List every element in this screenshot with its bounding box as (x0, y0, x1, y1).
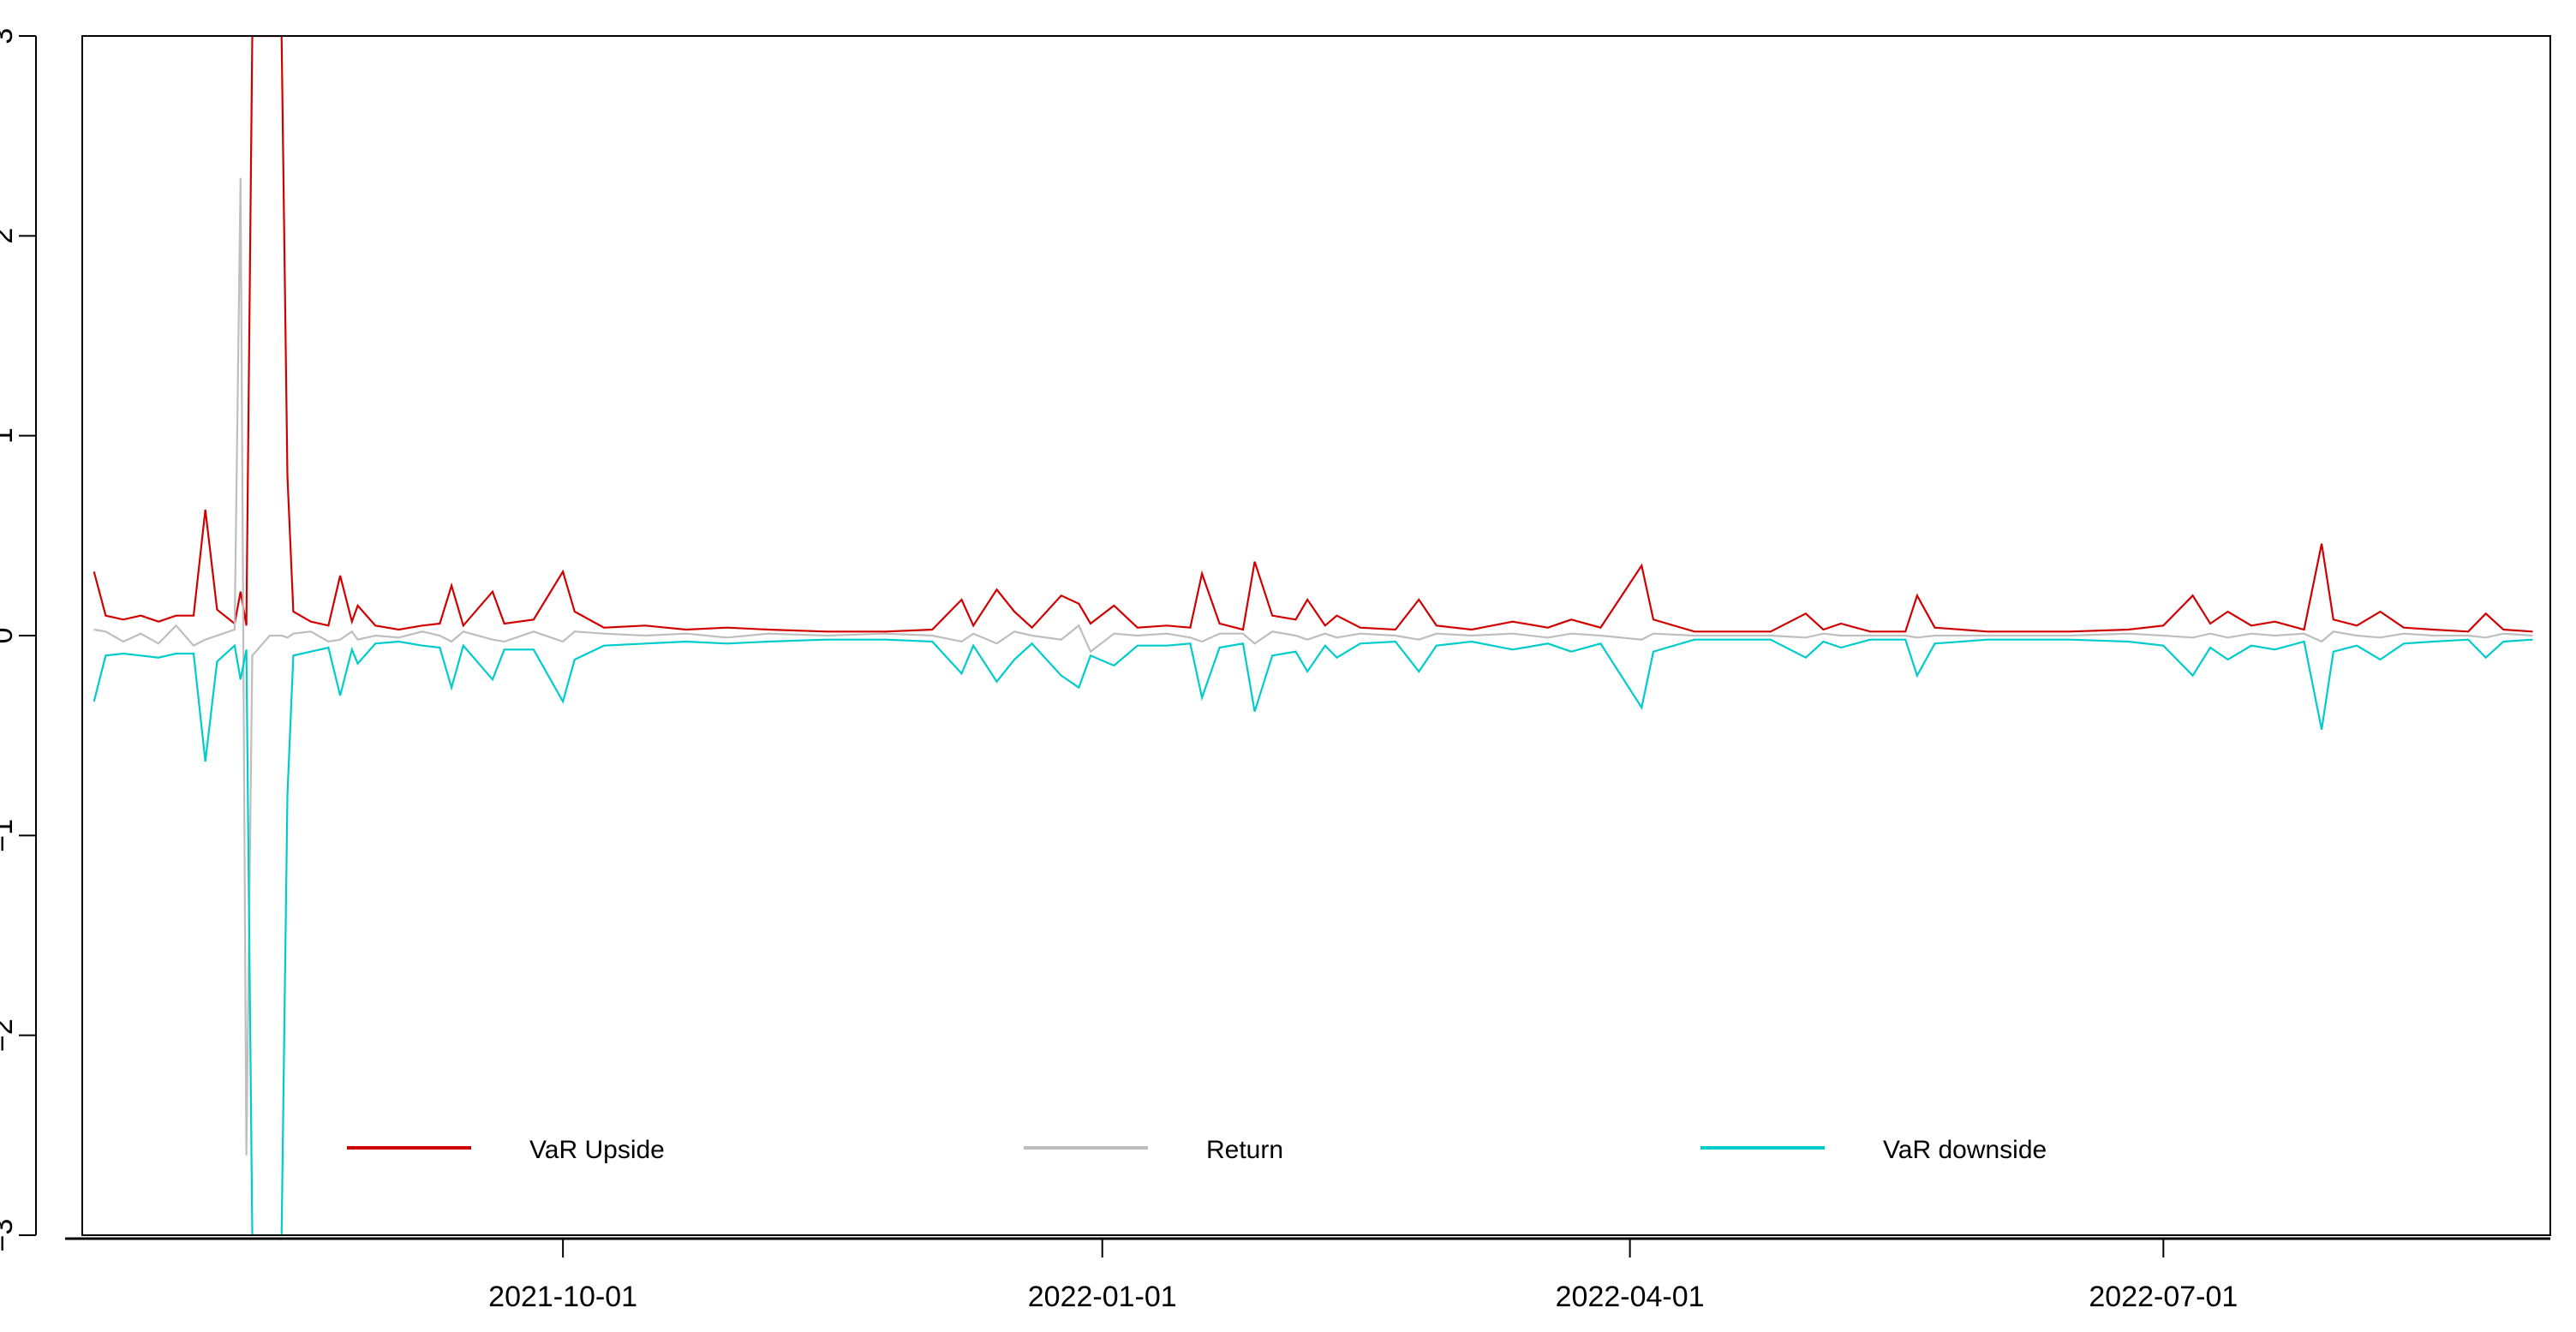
y-tick-label: 1 (0, 427, 19, 444)
y-tick-label: −3 (0, 1219, 19, 1252)
y-tick-label: 0 (0, 628, 19, 644)
y-tick-label: −1 (0, 819, 19, 852)
legend-label: VaR Upside (529, 1136, 665, 1164)
x-tick-label: 2021-10-01 (488, 1281, 637, 1313)
series-line-var-downside (93, 638, 2533, 1235)
series-line-var-upside (93, 36, 2533, 633)
y-tick-label: −2 (0, 1018, 19, 1052)
x-tick-label: 2022-07-01 (2089, 1281, 2238, 1313)
x-tick-label: 2022-01-01 (1028, 1281, 1177, 1313)
legend: VaR Upside Return VaR downside (347, 1136, 2047, 1164)
plot-frame (81, 35, 2551, 1236)
y-tick-label: 3 (0, 28, 19, 45)
legend-label: Return (1206, 1136, 1283, 1164)
y-axis: −3 −2 −1 0 1 2 3 (0, 28, 37, 1252)
series-lines (93, 36, 2533, 1235)
legend-label: VaR downside (1883, 1136, 2047, 1164)
y-tick-label: 2 (0, 228, 19, 244)
x-axis: 2021-10-01 2022-01-01 2022-04-01 2022-07-01 (65, 1237, 2550, 1313)
series-line-return (93, 177, 2533, 1156)
x-tick-label: 2022-04-01 (1556, 1281, 1705, 1313)
